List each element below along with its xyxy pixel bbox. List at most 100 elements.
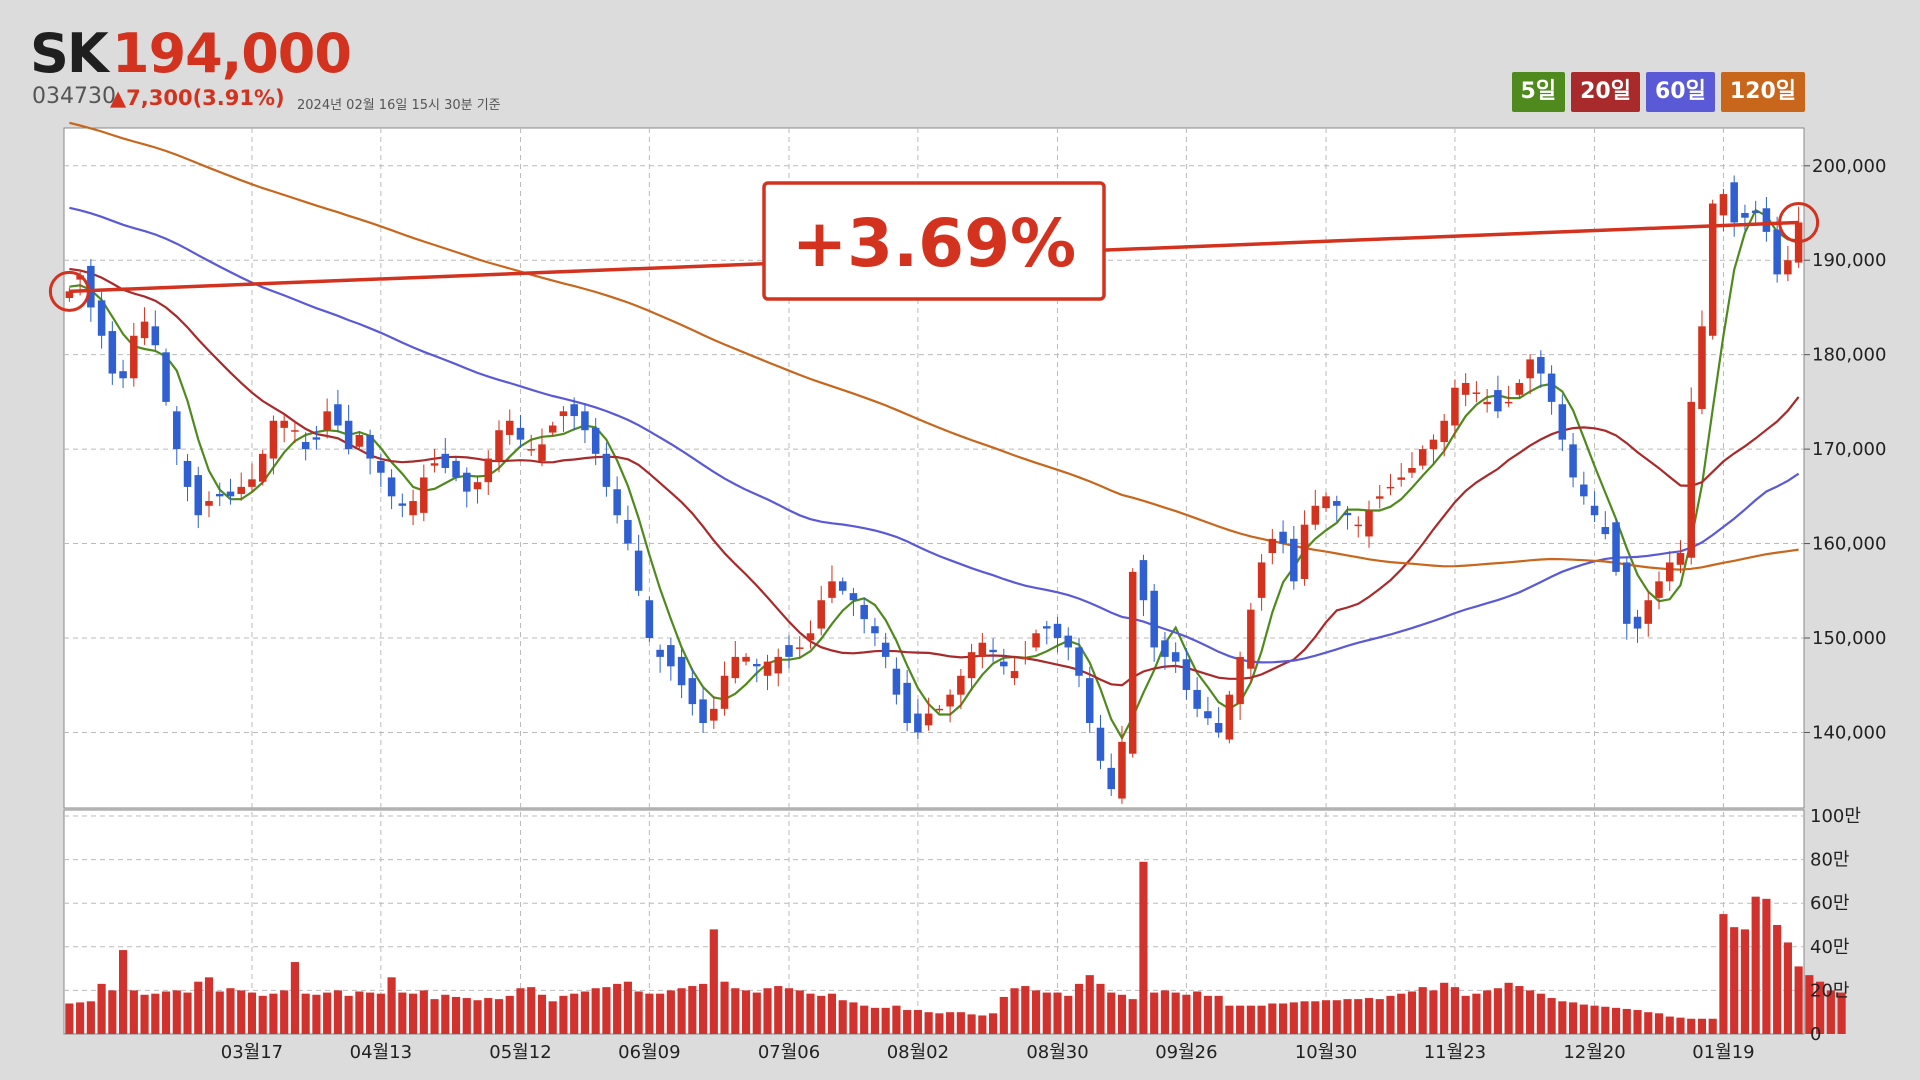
candle-body [119, 371, 127, 379]
candle-body [538, 444, 546, 461]
volume-plot-area [63, 809, 1805, 1035]
volume-bar [838, 1000, 847, 1034]
candle-body [613, 489, 621, 516]
volume-bar [1160, 990, 1170, 1034]
volume-bar [1773, 925, 1782, 1034]
candle-body [420, 477, 428, 513]
candle-body [634, 550, 643, 591]
volume-bar [1107, 992, 1116, 1034]
candle-body [1590, 505, 1599, 516]
volume-bar [355, 991, 364, 1034]
candle-body [699, 699, 707, 723]
volume-bar [1386, 995, 1395, 1034]
candle-body [806, 633, 815, 641]
candle-body [355, 434, 364, 447]
end-marker [1778, 201, 1820, 243]
candle-body [1075, 647, 1083, 676]
candle-body [1021, 656, 1030, 660]
ma-line-20 [69, 267, 1800, 687]
candle-body [323, 411, 331, 431]
legend-ma60: 60일 [1645, 72, 1715, 112]
volume-bar [258, 995, 267, 1034]
candle-body [173, 411, 181, 450]
candle-body [1333, 501, 1341, 506]
candle-body [108, 331, 117, 374]
candle-body [1623, 562, 1631, 624]
candle-body [1343, 512, 1352, 516]
candle-body [763, 661, 772, 676]
volume-bar [118, 950, 128, 1034]
volume-bar [1644, 1012, 1653, 1034]
candle-body [430, 463, 439, 466]
volume-bar [366, 992, 375, 1034]
volume-bar [720, 981, 729, 1034]
price-axis: 140,000 150,000 160,000 170,000 180,000 190,0… [1804, 156, 1886, 743]
volume-bar [870, 1007, 880, 1034]
candle-body [205, 501, 213, 506]
volume-bar [1407, 991, 1417, 1034]
candle-body [688, 678, 697, 705]
volume-bar [1418, 987, 1427, 1034]
volume-bar [1654, 1013, 1664, 1034]
volume-bar [1687, 1018, 1696, 1034]
volume-bar [1289, 1002, 1298, 1034]
volume-bar [613, 983, 622, 1034]
candle-body [1010, 671, 1019, 679]
legend-ma120: 120일 [1720, 72, 1805, 112]
candle-body [1354, 524, 1363, 527]
volume-bar [398, 992, 407, 1034]
ma-line-5 [69, 208, 1799, 741]
legend-ma5: 5일 [1511, 72, 1566, 112]
volume-bar [602, 987, 611, 1034]
candle-body [1698, 326, 1706, 409]
candle-body [162, 352, 170, 402]
candle-body [1569, 444, 1577, 478]
candle-body [484, 458, 493, 483]
volume-bar [1483, 990, 1492, 1034]
volume-bar [387, 977, 396, 1034]
candle-body [1053, 623, 1062, 638]
volume-bar [656, 993, 665, 1034]
candle-body [581, 411, 589, 431]
volume-bar [226, 988, 235, 1034]
volume-bar [666, 990, 675, 1034]
candle-body [1687, 401, 1695, 558]
candle-body [1214, 723, 1223, 733]
start-marker [48, 270, 90, 312]
volume-bar [1429, 990, 1438, 1034]
volume-bar [129, 990, 138, 1034]
candle-body [1139, 560, 1148, 601]
stock-code: 034730 [32, 84, 116, 109]
volume-axis: 0 20만 40만 60만 80만 100만 [1810, 806, 1861, 1045]
candle-body [667, 645, 675, 667]
volume-bar [860, 1005, 869, 1034]
date-tick-label: 07월06 [758, 1042, 820, 1063]
volume-bar [1354, 999, 1363, 1034]
candlesticks [65, 175, 1803, 804]
volume-bar [1837, 992, 1846, 1034]
candle-body [387, 477, 396, 497]
candle-body [1601, 527, 1610, 535]
volume-bar [505, 995, 514, 1034]
volume-bar [795, 990, 804, 1034]
candle-body [1247, 609, 1255, 669]
volume-bar [194, 981, 203, 1034]
legend-ma20: 20일 [1571, 72, 1640, 112]
candle-body [838, 581, 847, 591]
candle-body [1708, 203, 1717, 336]
volume-bar [1697, 1018, 1707, 1034]
price-tick-label: 180,000 [1812, 345, 1886, 366]
candle-body [377, 460, 385, 473]
volume-bar [784, 988, 794, 1034]
candle-body [742, 656, 750, 662]
volume-bar [1042, 992, 1051, 1034]
candle-body [1128, 571, 1137, 754]
volume-bar [1708, 1018, 1717, 1034]
candle-body [269, 420, 278, 459]
volume-bar [1236, 1005, 1245, 1034]
volume-bar [1214, 995, 1223, 1034]
volume-bar [559, 995, 568, 1034]
candle-body [1762, 208, 1771, 232]
candle-body [946, 694, 954, 707]
candle-body [1655, 581, 1663, 598]
